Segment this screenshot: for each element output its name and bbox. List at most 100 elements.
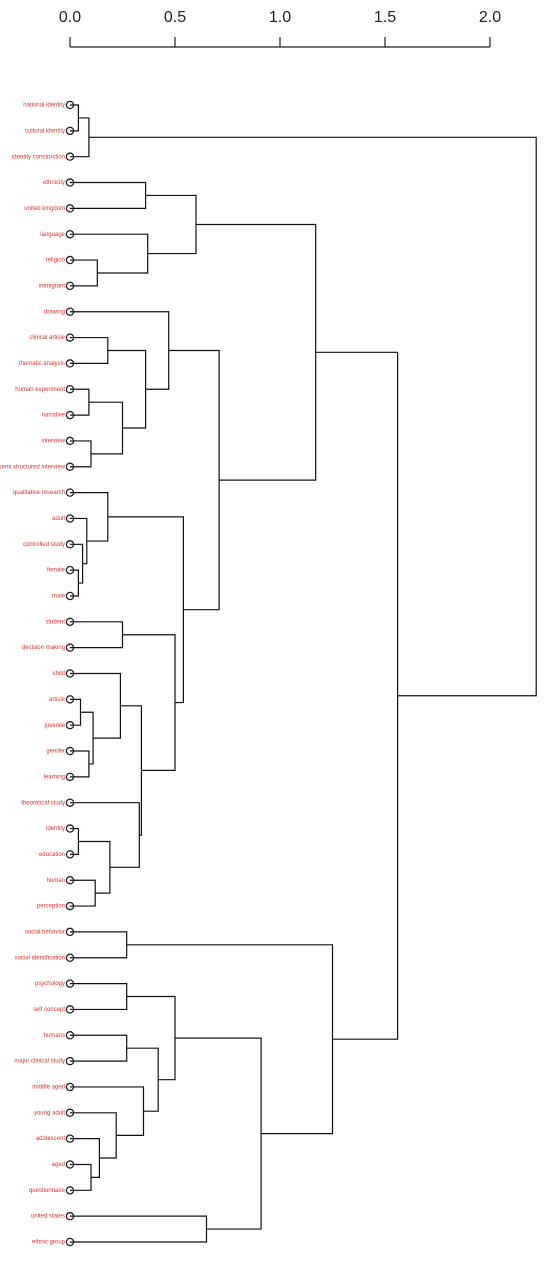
leaf-node [65,1082,75,1092]
dendrogram-link [70,802,140,868]
leaf-label: ethnic group [32,1240,66,1246]
leaf-label: decision making [22,645,65,651]
leaf-node [65,617,75,627]
leaf-node [65,643,75,652]
dendrogram-link [70,750,90,778]
leaf-label: drawing [44,309,65,315]
leaf-label: female [47,568,66,574]
tick-label: 1.0 [269,9,291,26]
leaf-node [65,178,75,187]
leaf-node [65,255,75,265]
leaf-node [65,514,75,523]
leaf-label: social identification [15,955,65,961]
leaf-node [65,565,75,575]
leaf-label: religion [46,258,65,264]
dendrogram-link [120,705,142,836]
leaf-label: immigrant [39,283,66,289]
leaf-label: human [47,878,65,884]
leaf-node [65,462,75,472]
leaf-node [65,669,75,678]
leaf-node [65,1160,75,1169]
dendrogram-link [70,440,92,468]
leaf-node [65,410,75,420]
leaf-label: middle aged [32,1085,65,1091]
dendrogram-link [175,1037,262,1230]
leaf-node [65,1031,75,1040]
dendrogram-link [168,349,220,611]
leaf-node [65,1186,75,1195]
leaf-label: learning [44,774,65,780]
dendrogram-link [70,1034,128,1062]
dendrogram-link [70,233,149,274]
leaf-node [65,333,75,342]
leaf-label: humans [44,1033,65,1039]
dendrogram-link [70,982,128,1011]
dendrogram-link [88,401,124,455]
dendrogram-link [126,995,176,1081]
leaf-label: clinical article [29,335,65,341]
dendrogram-link [70,336,109,365]
leaf-label: child [53,671,65,677]
dendrogram-link [78,840,111,894]
leaf-label: cultural identity [25,128,65,134]
leaf-label: united kingdom [24,206,65,212]
leaf-label: questionnaire [29,1188,66,1194]
leaf-label: young adult [34,1110,65,1116]
leaf-label: juvenile [44,723,66,729]
leaf-node [65,152,75,161]
leaf-node [65,229,75,239]
leaf-label: aged [52,1162,65,1168]
dendrogram-link [107,516,184,704]
dendrogram-link [70,492,109,542]
leaf-label: self concept [33,1007,65,1013]
dendrogram-link [70,181,147,209]
dendrogram-link [70,879,96,907]
leaf-node [65,384,75,394]
dendrogram-link [196,223,317,481]
leaf-label: article [49,697,66,703]
leaf-label: psychology [35,981,65,987]
leaf-label: semi structured interview [0,464,66,470]
leaf-node [65,850,75,859]
leaf-label: identity [46,826,65,832]
leaf-node [65,1237,75,1247]
leaf-node [65,1005,75,1014]
dendrogram-link [70,388,90,416]
dendrogram-link [80,711,94,765]
leaf-label: narrative [42,413,66,419]
dendrogram-link [70,1112,117,1159]
tick-label: 2.0 [479,9,501,26]
leaf-node [65,901,75,911]
leaf-node [65,772,75,782]
tick-label: 0.5 [164,9,186,26]
leaf-label: education [39,852,65,858]
leaf-label: qualitative research [13,490,65,496]
leaf-node [65,824,75,833]
leaf-label: adult [52,516,65,522]
leaf-node [65,126,75,136]
leaf-node [65,798,75,807]
leaf-node [65,1134,75,1143]
dendrogram-link [70,543,84,584]
leaf-node [65,1211,75,1221]
dendrogram-link [122,634,176,772]
leaf-label: united states [31,1214,65,1220]
dendrogram-link [70,1138,100,1178]
leaf-label: theoretical study [21,800,65,806]
tick-label: 1.5 [374,9,396,26]
leaf-node [65,953,75,963]
leaf-label: male [52,594,66,600]
dendrogram-link [107,349,147,429]
leaf-label: controlled study [23,542,65,548]
leaf-node [65,875,75,885]
leaf-label: human experiment [15,387,65,393]
leaf-label: ethnicity [43,180,65,186]
dendrogram-link [126,1047,159,1112]
leaf-label: national identity [23,103,65,109]
leaf-node [65,488,75,497]
dendrogram-link [70,259,98,287]
leaf-node [65,204,75,213]
dendrogram-link [70,672,121,739]
leaf-label: language [40,232,65,238]
